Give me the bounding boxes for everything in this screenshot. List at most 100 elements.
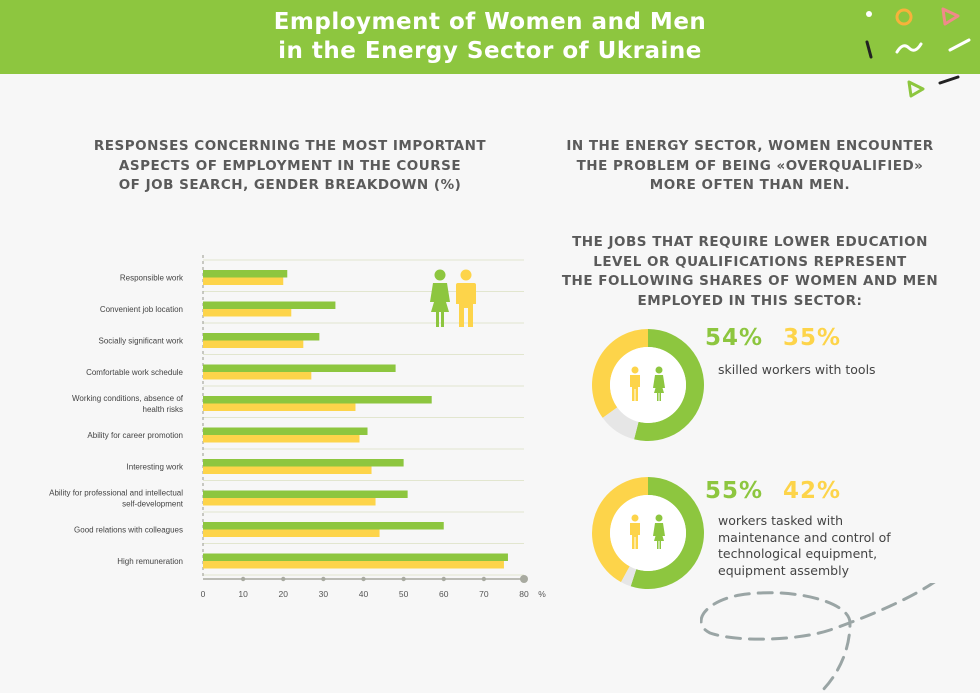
x-tick-label: 70 [479, 589, 489, 599]
donut-description: workers tasked with maintenance and cont… [718, 513, 891, 579]
title-line-1: Employment of Women and Men [273, 9, 707, 35]
bar [203, 553, 508, 561]
bar [203, 396, 432, 404]
men-percent: 42% [783, 478, 842, 504]
heading-line: THE JOBS THAT REQUIRE LOWER EDUCATION [572, 234, 928, 250]
bar [203, 403, 356, 411]
woman-icon [430, 269, 450, 327]
bar [203, 498, 376, 506]
bar [203, 435, 360, 443]
x-tick [240, 576, 246, 582]
chart-heading: RESPONSES CONCERNING THE MOST IMPORTANT … [40, 137, 540, 196]
category-label: High remuneration [117, 557, 183, 566]
donut-chart-equipment-workers [592, 477, 704, 589]
x-tick-label: 80 [519, 589, 529, 599]
description-line: skilled workers with tools [718, 362, 876, 377]
bar [203, 466, 372, 474]
men-percent: 35% [783, 325, 842, 351]
page-title: Employment of Women and Men in the Energ… [0, 8, 980, 66]
x-unit-label: % [538, 589, 546, 599]
heading-line: IN THE ENERGY SECTOR, WOMEN ENCOUNTER [566, 138, 934, 154]
circle-decoration [895, 8, 913, 26]
axis-end-dot [520, 575, 528, 583]
heading-line: THE PROBLEM OF BEING «OVERQUALIFIED» [576, 157, 924, 174]
heading-line: RESPONSES CONCERNING THE MOST IMPORTANT [93, 138, 487, 154]
man-icon [630, 514, 640, 549]
donut-description: skilled workers with tools [718, 362, 876, 379]
category-label: Good relations with colleagues [74, 526, 183, 535]
woman-icon [653, 514, 665, 549]
heading-line: LEVEL OR QUALIFICATIONS REPRESENT [593, 253, 907, 270]
bar [203, 309, 292, 317]
lower-qualification-heading: THE JOBS THAT REQUIRE LOWER EDUCATION LE… [540, 233, 960, 311]
man-icon [456, 269, 476, 327]
title-line-2: in the Energy Sector of Ukraine [278, 38, 702, 64]
bar [203, 340, 304, 348]
bar [203, 372, 312, 380]
woman-icon [653, 366, 665, 401]
category-label: self-development [122, 500, 184, 509]
bar [203, 277, 284, 285]
description-line: maintenance and control of [718, 529, 891, 545]
description-line: workers tasked with [718, 513, 844, 528]
heading-line: THE FOLLOWING SHARES OF WOMEN AND MEN [561, 273, 939, 289]
dash-decoration-white [948, 38, 971, 52]
bar [203, 301, 336, 309]
category-label: Ability for career promotion [87, 431, 183, 440]
bar [203, 529, 380, 537]
bar [203, 427, 368, 435]
x-tick [401, 576, 406, 582]
category-label: Responsible work [120, 274, 184, 283]
line-decoration [865, 40, 873, 59]
donut-center [610, 495, 686, 571]
x-tick-label: 40 [359, 589, 369, 599]
bar [203, 270, 288, 278]
category-label: health risks [143, 405, 183, 414]
bar [203, 490, 408, 498]
category-label: Working conditions, absence of [72, 394, 184, 403]
description-line: equipment assembly [718, 562, 849, 578]
dash-decoration-black [938, 75, 960, 85]
heading-line: OF JOB SEARCH, GENDER BREAKDOWN (%) [118, 177, 462, 193]
x-tick-label: 20 [279, 589, 289, 599]
x-tick-label: 50 [399, 589, 409, 599]
dashed-curve-decoration [700, 583, 936, 693]
category-label: Ability for professional and intellectua… [49, 489, 183, 498]
heading-line: EMPLOYED IN THIS SECTOR: [637, 292, 863, 309]
squiggle-decoration [895, 42, 923, 54]
triangle-decoration-pink [941, 7, 960, 26]
remaining-segment [602, 407, 639, 440]
dot-decoration [866, 11, 872, 17]
x-tick [321, 576, 326, 582]
chart-legend [430, 269, 476, 327]
man-icon [630, 366, 640, 401]
heading-line: ASPECTS OF EMPLOYMENT IN THE COURSE [118, 157, 462, 174]
women-segment [630, 477, 704, 589]
bar [203, 333, 320, 341]
bar [203, 561, 504, 569]
x-tick [441, 576, 446, 582]
bar-chart: 0 10 20 30 40 50 60 70 80 % Responsible work Conven… [49, 255, 546, 599]
women-percent: 54% [705, 325, 764, 351]
men-segment [592, 329, 648, 418]
x-tick-label: 0 [201, 589, 206, 599]
bar [203, 364, 396, 372]
page-background [0, 74, 980, 693]
women-percent: 55% [705, 478, 764, 504]
x-tick-label: 60 [439, 589, 449, 599]
category-label: Comfortable work schedule [86, 368, 183, 377]
x-tick-label: 30 [319, 589, 329, 599]
category-label: Interesting work [127, 463, 184, 472]
bar [203, 459, 404, 467]
triangle-decoration-green [907, 80, 925, 98]
donut-center [610, 347, 686, 423]
x-tick-label: 10 [238, 589, 248, 599]
x-tick [361, 576, 366, 582]
remaining-segment [621, 566, 637, 587]
bar [203, 522, 444, 530]
category-label: Convenient job location [100, 305, 183, 314]
description-line: technological equipment, [718, 546, 878, 561]
category-label: Socially significant work [99, 337, 184, 346]
donut-chart-skilled-workers [592, 329, 704, 441]
decorative-doodles [865, 7, 971, 98]
